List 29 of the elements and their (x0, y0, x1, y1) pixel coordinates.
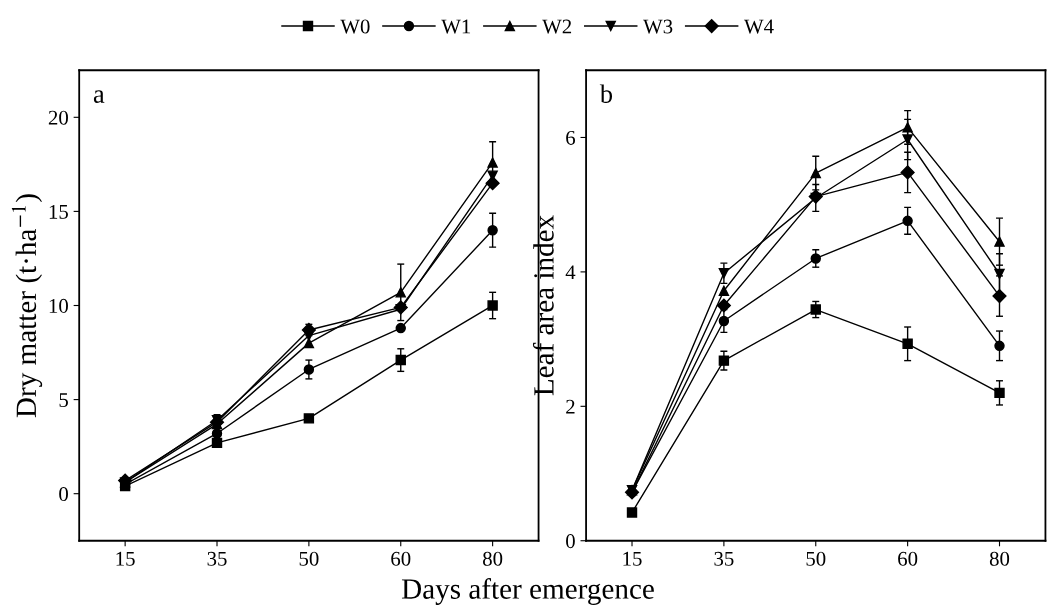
y-tick-label: 6 (566, 130, 576, 145)
legend-label: W0 (340, 19, 370, 34)
y-axis-title: Dry matter (t·ha$^{−1}$) (11, 194, 43, 418)
y-tick-label: 5 (59, 393, 68, 408)
legend-label: W3 (643, 19, 673, 34)
x-tick-label: 60 (898, 551, 918, 566)
y-tick-label: 10 (49, 298, 68, 313)
y-tick-label: 0 (566, 534, 575, 549)
legend-label: W4 (743, 19, 774, 34)
x-tick-label: 80 (989, 551, 1010, 566)
x-tick-label: 60 (391, 551, 411, 566)
legend-label: W1 (441, 19, 471, 34)
y-axis-title: Leaf area index (532, 215, 554, 396)
x-tick-label: 50 (806, 551, 826, 566)
x-axis-title: Days after emergence (401, 578, 654, 605)
x-tick-label: 35 (714, 551, 734, 566)
y-tick-label: 0 (59, 487, 68, 502)
x-tick-label: 15 (623, 551, 642, 566)
x-tick-label: 50 (299, 551, 319, 566)
annotation: a (93, 90, 105, 103)
y-tick-label: 4 (565, 265, 576, 280)
x-tick-label: 15 (116, 551, 135, 566)
x-tick-label: 35 (207, 551, 227, 566)
x-tick-label: 80 (483, 551, 503, 566)
annotation: b (599, 84, 613, 103)
y-tick-label: 2 (566, 399, 575, 414)
y-tick-label: 15 (49, 204, 68, 219)
legend-label: W2 (542, 19, 572, 34)
y-tick-label: 20 (48, 110, 68, 125)
